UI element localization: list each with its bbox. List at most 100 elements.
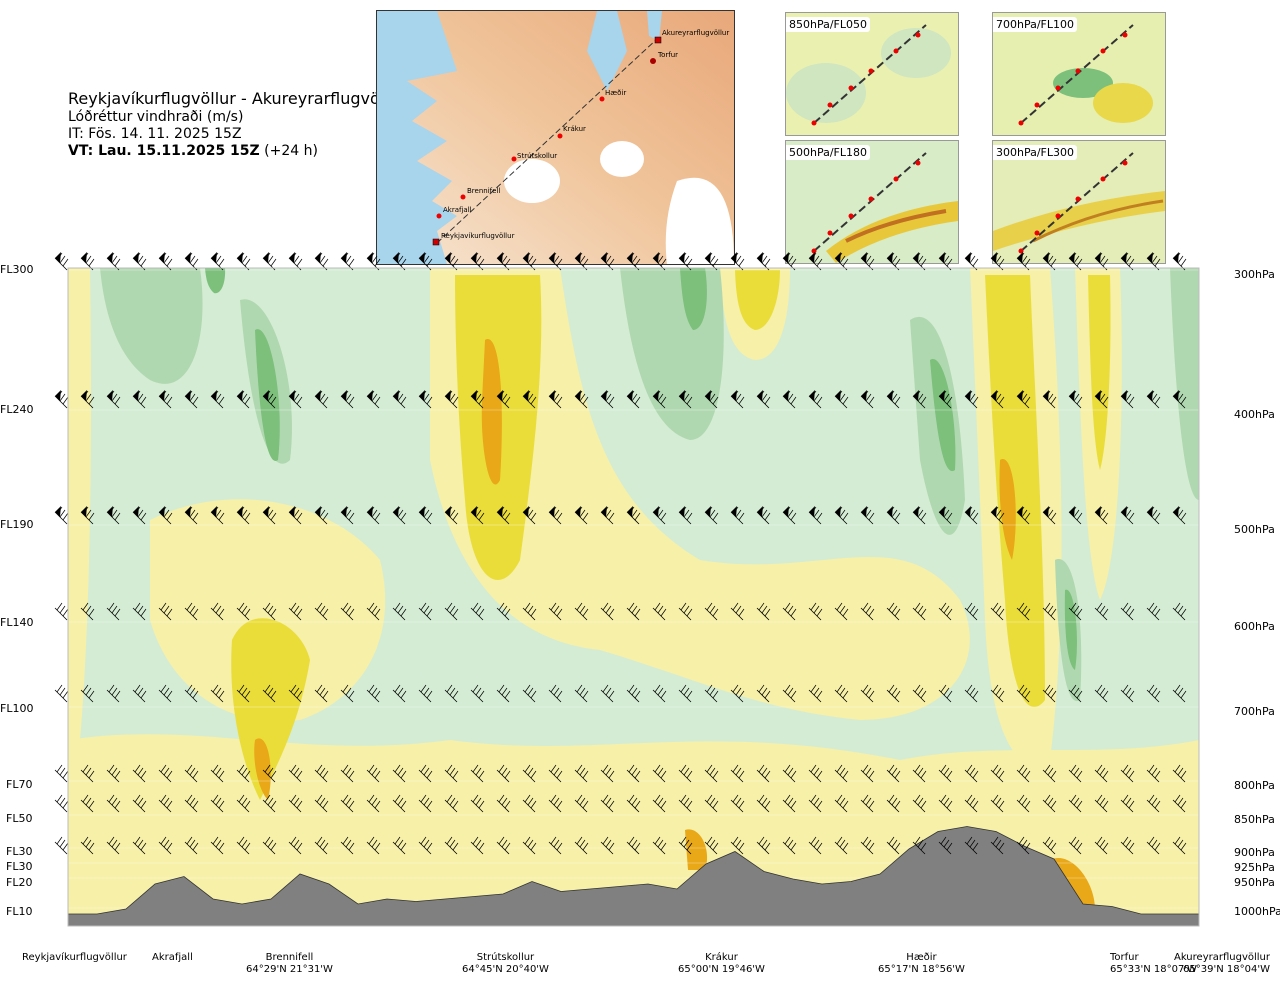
plot-frame [67, 267, 1200, 927]
downdraft-region-3 [620, 268, 724, 440]
wind-barb [886, 836, 901, 855]
wind-barb [80, 684, 95, 703]
wind-barb [600, 684, 615, 703]
wind-barb [1068, 390, 1083, 409]
wind-barb [80, 836, 95, 855]
wind-barb [106, 252, 121, 271]
wind-barb [1042, 506, 1057, 525]
wind-barb [938, 836, 953, 855]
wind-barb [1068, 602, 1083, 621]
wind-barb [756, 836, 771, 855]
wind-barb [756, 602, 771, 621]
wind-barb [392, 506, 407, 525]
wind-barb [574, 602, 589, 621]
wind-barb [938, 390, 953, 409]
waypoint-name: Akureyrarflugvöllur [1173, 952, 1270, 963]
wind-barb [652, 794, 667, 813]
wind-barb [392, 794, 407, 813]
wind-barb [470, 794, 485, 813]
wind-barb [626, 506, 641, 525]
mini-map-700-label: 700hPa/FL100 [993, 17, 1078, 32]
wind-barb [652, 764, 667, 783]
wind-barb [366, 390, 381, 409]
wind-barb [496, 764, 511, 783]
wind-barb [1094, 836, 1109, 855]
wind-barb [522, 390, 537, 409]
waypoint-label-strutskollur: Strútskollur 64°45'N 20°40'W [462, 952, 549, 976]
wind-barb [262, 764, 277, 783]
wind-barb [678, 684, 693, 703]
wind-barb [132, 836, 147, 855]
mini-map-850-label: 850hPa/FL050 [786, 17, 871, 32]
waypoint-name: Krákur [705, 952, 738, 963]
wind-barb [1016, 764, 1031, 783]
wind-barb [1146, 390, 1161, 409]
fl-label: FL20 [6, 876, 33, 889]
wind-barb [912, 390, 927, 409]
wind-barb [288, 764, 303, 783]
hpa-label: 800hPa [1234, 779, 1275, 792]
wind-barb [1068, 794, 1083, 813]
route-map: Akureyrarflugvöllur Torfur Hæðir Krákur … [376, 10, 735, 265]
wind-barb [54, 794, 69, 813]
wind-barb [106, 794, 121, 813]
wind-barb [1068, 684, 1083, 703]
wind-barb [548, 684, 563, 703]
wind-barb [730, 764, 745, 783]
hpa-label: 600hPa [1234, 620, 1275, 633]
waypoint-label-reykjavik: Reykjavíkurflugvöllur [22, 952, 127, 964]
wind-barb [288, 252, 303, 271]
waypoint-label-akureyri: Akureyrarflugvöllur 65°39'N 18°04'W [1158, 952, 1270, 976]
updraft-region-6 [68, 268, 91, 740]
wind-barb [80, 506, 95, 525]
wind-barb [1042, 794, 1057, 813]
wind-barb [366, 794, 381, 813]
wind-barb [288, 506, 303, 525]
glacier-langjokull [504, 159, 560, 203]
wind-barb [418, 794, 433, 813]
wind-barb [262, 390, 277, 409]
wind-barb [938, 794, 953, 813]
hpa-label: 850hPa [1234, 813, 1275, 826]
fl-label: FL10 [6, 905, 33, 918]
wind-barb [1120, 684, 1135, 703]
wind-barb [626, 836, 641, 855]
hpa-label: 900hPa [1234, 846, 1275, 859]
updraft-max-4 [1050, 858, 1095, 910]
wind-barb [1120, 764, 1135, 783]
wind-barb [184, 836, 199, 855]
wind-barb [1068, 506, 1083, 525]
wind-barb [210, 764, 225, 783]
wind-barb [132, 684, 147, 703]
wind-barb [1068, 764, 1083, 783]
route-line [436, 38, 658, 244]
wind-barb [548, 506, 563, 525]
downdraft-core-4 [1064, 589, 1077, 670]
fl-label: FL30 [6, 860, 33, 873]
route-map-svg: Akureyrarflugvöllur Torfur Hæðir Krákur … [377, 11, 734, 264]
wind-barb [210, 684, 225, 703]
wind-barb [834, 794, 849, 813]
wind-barb [340, 252, 355, 271]
fl-label: FL50 [6, 812, 33, 825]
waypoint-name: Brennifell [265, 952, 314, 963]
wind-barb [314, 602, 329, 621]
wind-barb [184, 506, 199, 525]
mini-map-300-svg [993, 141, 1165, 263]
updraft-max-1 [481, 339, 502, 485]
hpa-label: 1000hPa [1234, 905, 1280, 918]
wind-barb [470, 764, 485, 783]
wind-barb [782, 390, 797, 409]
wind-barb [730, 506, 745, 525]
wind-barb [652, 602, 667, 621]
wind-barb [314, 390, 329, 409]
wind-barb [340, 684, 355, 703]
wind-barb [314, 836, 329, 855]
updraft-region-1 [150, 499, 386, 722]
wind-barb [678, 836, 693, 855]
wind-barb [704, 506, 719, 525]
wind-barb [314, 252, 329, 271]
wind-barb [262, 794, 277, 813]
wind-barb [106, 836, 121, 855]
waypoint-label-haedir: Hæðir 65°17'N 18°56'W [878, 952, 965, 976]
